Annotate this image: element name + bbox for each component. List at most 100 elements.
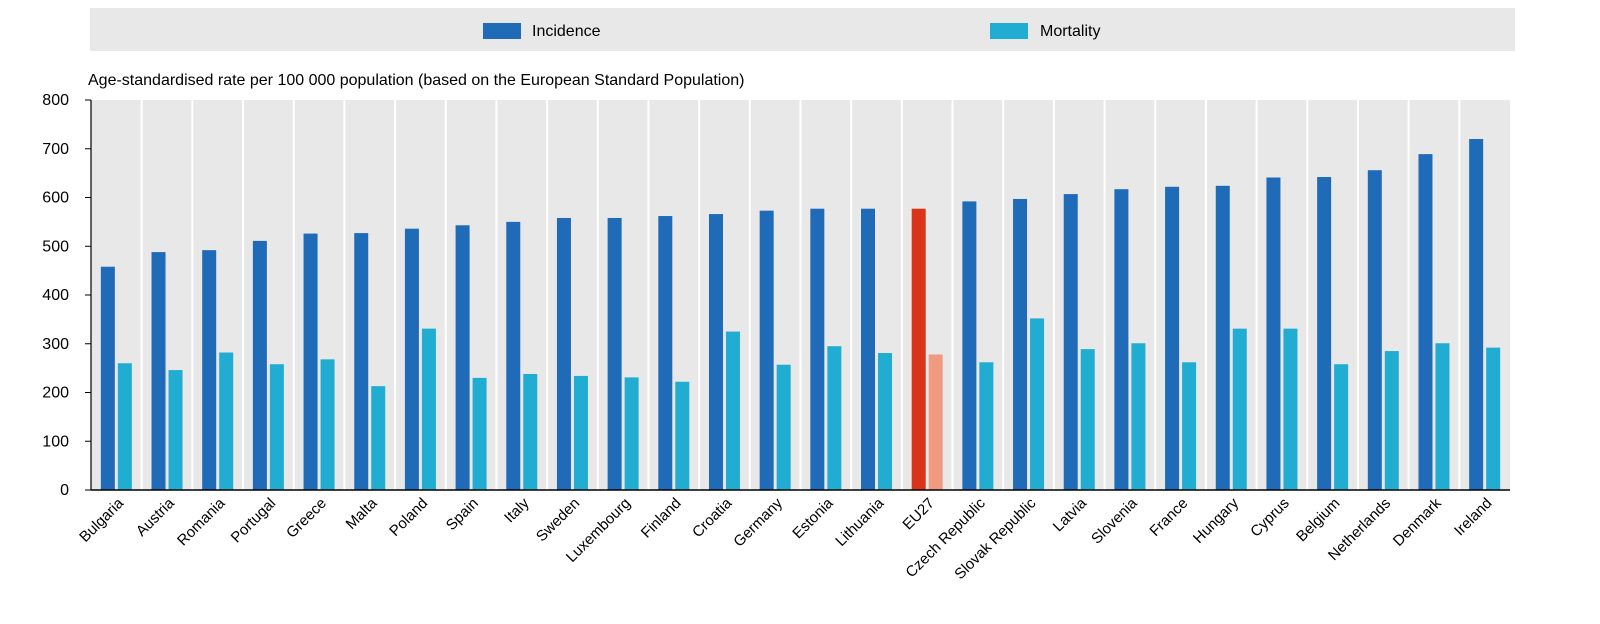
- x-tick-label: Finland: [638, 495, 685, 542]
- x-tick-label: Slovenia: [1088, 494, 1141, 547]
- y-axis-label: Age-standardised rate per 100 000 popula…: [88, 72, 744, 89]
- plot-area: 0 100 200 300 400 500 600 700 800 Bulgaria Austria…: [42, 92, 1510, 583]
- grid-band: [1003, 100, 1054, 490]
- x-tick-label: Hungary: [1190, 494, 1242, 546]
- bar-mortality: [827, 346, 842, 490]
- bar-incidence: [1063, 194, 1078, 490]
- grid-band: [547, 100, 598, 490]
- bar-mortality: [1030, 318, 1045, 490]
- grid-band: [141, 100, 193, 490]
- x-tick-label: Lithuania: [832, 494, 888, 550]
- bar-mortality: [624, 377, 639, 490]
- x-tick-label: Bulgaria: [76, 494, 127, 545]
- bar-mortality: [675, 381, 690, 490]
- bar-mortality: [371, 386, 386, 490]
- bar-incidence: [1418, 154, 1433, 491]
- bar-incidence: [354, 233, 369, 490]
- y-tick-label: 600: [42, 190, 69, 207]
- bar-mortality: [472, 377, 487, 490]
- bar-mortality: [979, 362, 994, 490]
- x-tick-label: Germany: [730, 494, 786, 550]
- bar-incidence: [404, 228, 419, 490]
- grid-band: [445, 100, 497, 490]
- bar-incidence: [658, 216, 673, 490]
- bar-mortality: [1283, 328, 1298, 490]
- x-tick-label: Estonia: [789, 494, 837, 542]
- y-tick-label: 200: [42, 385, 69, 402]
- legend-label-incidence: Incidence: [532, 23, 601, 40]
- grid-band: [1205, 100, 1257, 490]
- bar-mortality: [320, 359, 335, 490]
- y-tick-label: 500: [42, 238, 69, 255]
- grid-band: [648, 100, 700, 490]
- y-tick-label: 400: [42, 287, 69, 304]
- bar-mortality: [1486, 347, 1501, 490]
- x-tick-label: Greece: [283, 495, 330, 542]
- grid-band: [344, 100, 396, 490]
- x-tick-label: EU27: [899, 495, 938, 534]
- grid-band: [851, 100, 902, 490]
- bar-mortality: [269, 364, 284, 490]
- x-tick-label: Austria: [133, 494, 178, 539]
- bar-mortality: [725, 331, 740, 490]
- grid-band: [1155, 100, 1206, 490]
- x-tick-label: Croatia: [689, 494, 736, 541]
- bar-mortality: [1080, 349, 1095, 490]
- grid-band: [1053, 100, 1105, 490]
- grid-band: [1307, 100, 1358, 490]
- bar-incidence: [1013, 198, 1028, 490]
- bar-incidence: [252, 240, 267, 490]
- x-tick-label: Romania: [174, 494, 229, 549]
- bar-incidence: [759, 210, 774, 490]
- y-tick-label: 800: [42, 92, 69, 109]
- bar-mortality: [878, 353, 893, 490]
- legend-background: [90, 8, 1515, 51]
- bar-mortality: [1232, 328, 1247, 490]
- x-tick-label: Portugal: [228, 495, 280, 547]
- bar-mortality: [1334, 364, 1349, 490]
- grid-band: [243, 100, 294, 490]
- legend-swatch-mortality: [990, 23, 1028, 39]
- y-tick-label: 700: [42, 141, 69, 158]
- x-tick-label: Sweden: [533, 495, 583, 545]
- legend-swatch-incidence: [483, 23, 521, 39]
- grid-band: [597, 100, 649, 490]
- bar-incidence: [911, 208, 926, 490]
- bar-mortality: [219, 352, 234, 490]
- x-tick-label: France: [1146, 495, 1191, 540]
- x-tick-label: Poland: [386, 495, 431, 540]
- grid-band: [1357, 100, 1409, 490]
- x-tick-label: Italy: [501, 494, 533, 526]
- bar-incidence: [1215, 185, 1230, 491]
- grid-band: [395, 100, 446, 490]
- bar-incidence: [202, 250, 217, 490]
- x-tick-label: Denmark: [1390, 494, 1445, 549]
- bar-mortality: [117, 363, 132, 490]
- bar-mortality: [573, 375, 588, 490]
- grid-band: [293, 100, 345, 490]
- y-tick-label: 300: [42, 336, 69, 353]
- x-tick-label: Latvia: [1050, 494, 1091, 535]
- bar-mortality: [1182, 362, 1197, 490]
- bar-incidence: [1469, 139, 1484, 490]
- bar-mortality: [776, 364, 791, 490]
- grid-band: [800, 100, 852, 490]
- x-tick-label: Cyprus: [1247, 495, 1293, 541]
- bar-mortality: [1435, 343, 1450, 490]
- bar-incidence: [607, 217, 622, 490]
- bar-incidence: [1317, 177, 1332, 490]
- grid-band: [749, 100, 801, 490]
- bar-incidence: [1165, 186, 1180, 490]
- legend-label-mortality: Mortality: [1040, 23, 1100, 40]
- grid-band: [1104, 100, 1156, 490]
- bar-incidence: [556, 217, 571, 490]
- bar-mortality: [928, 354, 943, 490]
- bar-incidence: [455, 225, 470, 490]
- x-tick-label: Ireland: [1451, 495, 1495, 539]
- bar-mortality: [1131, 343, 1146, 490]
- y-tick-label: 100: [42, 433, 69, 450]
- grid-band: [1408, 100, 1460, 490]
- bar-mortality: [421, 328, 436, 490]
- bar-incidence: [1114, 189, 1129, 490]
